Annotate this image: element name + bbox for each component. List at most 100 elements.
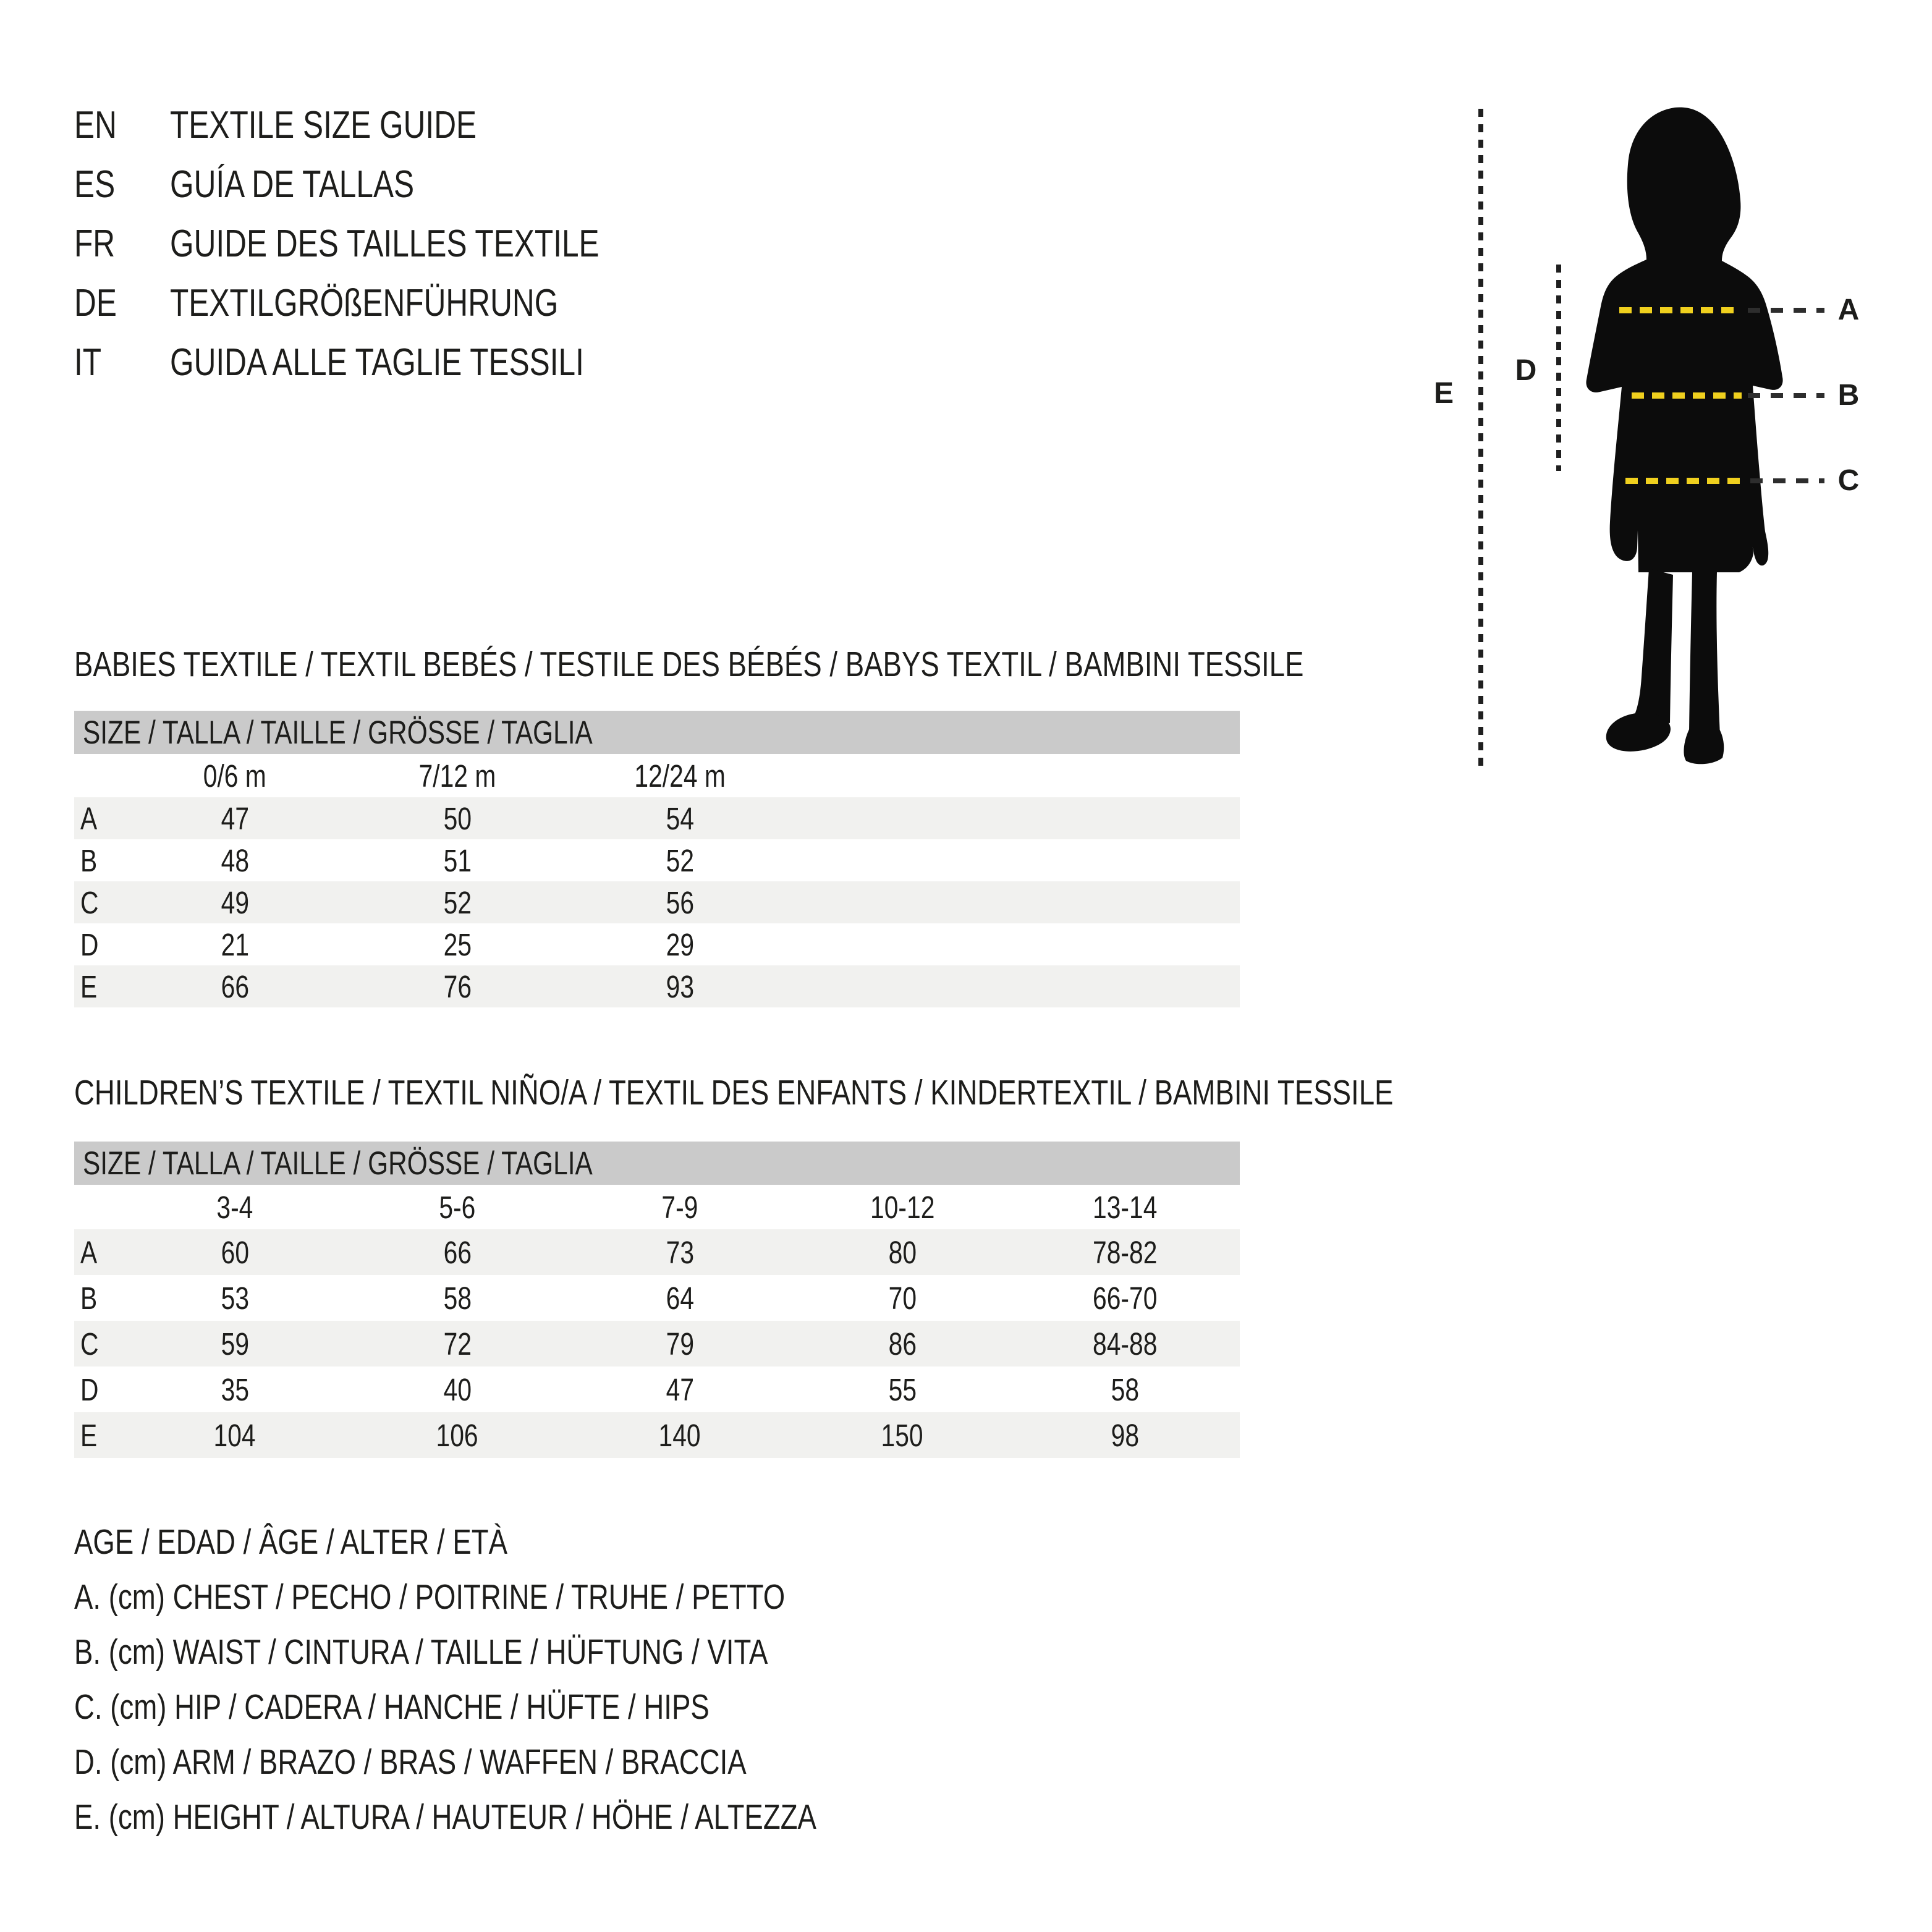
babies-row-b: B 48 51 52 bbox=[74, 839, 1240, 881]
cell-value: 104 bbox=[213, 1417, 256, 1453]
column-header: 12/24 m bbox=[634, 758, 726, 794]
row-letter: D bbox=[80, 1371, 99, 1407]
language-header: EN TEXTILE SIZE GUIDE ES GUÍA DE TALLAS … bbox=[74, 95, 706, 392]
legend-line-age: AGE / EDAD / ÂGE / ALTER / ETÀ bbox=[74, 1522, 508, 1562]
babies-row-d: D 21 25 29 bbox=[74, 923, 1240, 965]
legend-line-arm: D. (cm) ARM / BRAZO / BRAS / WAFFEN / BR… bbox=[74, 1742, 747, 1782]
cell-value: 72 bbox=[443, 1326, 472, 1362]
row-letter: C bbox=[80, 1326, 99, 1362]
cell-value: 59 bbox=[221, 1326, 249, 1362]
cell-value: 150 bbox=[881, 1417, 924, 1453]
cell-value: 73 bbox=[666, 1234, 694, 1270]
column-header: 7/12 m bbox=[418, 758, 496, 794]
row-letter: B bbox=[80, 842, 98, 878]
language-row-it: IT GUIDA ALLE TAGLIE TESSILI bbox=[74, 333, 706, 392]
waist-line-b-leader bbox=[1748, 393, 1824, 398]
children-row-d: D 35 40 47 55 58 bbox=[74, 1366, 1240, 1412]
cell-value: 55 bbox=[888, 1371, 917, 1407]
column-header: 0/6 m bbox=[203, 758, 267, 794]
child-silhouette-icon bbox=[1586, 107, 1783, 765]
cell-value: 93 bbox=[666, 968, 694, 1004]
cell-value: 52 bbox=[443, 884, 472, 920]
cell-value: 56 bbox=[666, 884, 694, 920]
cell-value: 64 bbox=[666, 1280, 694, 1316]
measurement-legend: AGE / EDAD / ÂGE / ALTER / ETÀ A. (cm) C… bbox=[74, 1514, 1002, 1844]
language-row-de: DE TEXTILGRÖßENFÜHRUNG bbox=[74, 273, 706, 333]
chest-line-a-yellow bbox=[1619, 307, 1742, 313]
cell-value: 47 bbox=[221, 800, 249, 836]
children-size-header-bar: SIZE / TALLA / TAILLE / GRÖSSE / TAGLIA bbox=[74, 1142, 1240, 1185]
cell-value: 66-70 bbox=[1092, 1280, 1158, 1316]
language-code: IT bbox=[74, 341, 102, 384]
children-row-a: A 60 66 73 80 78-82 bbox=[74, 1229, 1240, 1275]
guide-title-en: TEXTILE SIZE GUIDE bbox=[170, 103, 477, 146]
cell-value: 53 bbox=[221, 1280, 249, 1316]
children-table: SIZE / TALLA / TAILLE / GRÖSSE / TAGLIA … bbox=[74, 1142, 1240, 1458]
children-column-headers: 3-4 5-6 7-9 10-12 13-14 bbox=[74, 1185, 1240, 1229]
row-letter: A bbox=[80, 800, 98, 836]
babies-row-e: E 66 76 93 bbox=[74, 965, 1240, 1007]
chest-line-a-leader bbox=[1748, 308, 1824, 313]
cell-value: 35 bbox=[221, 1371, 249, 1407]
waist-line-b-yellow bbox=[1632, 392, 1742, 399]
measure-label-b: B bbox=[1837, 379, 1860, 412]
babies-row-a: A 47 50 54 bbox=[74, 797, 1240, 839]
arm-measure-line-d bbox=[1556, 265, 1561, 471]
height-measure-line-e bbox=[1478, 109, 1483, 771]
language-row-en: EN TEXTILE SIZE GUIDE bbox=[74, 95, 706, 155]
row-letter: E bbox=[80, 968, 98, 1004]
guide-title-fr: GUIDE DES TAILLES TEXTILE bbox=[170, 222, 600, 265]
hip-line-c-yellow bbox=[1625, 478, 1743, 484]
row-letter: A bbox=[80, 1234, 98, 1270]
measure-label-d: D bbox=[1515, 354, 1537, 387]
language-row-fr: FR GUIDE DES TAILLES TEXTILE bbox=[74, 214, 706, 273]
children-row-c: C 59 72 79 86 84-88 bbox=[74, 1321, 1240, 1366]
cell-value: 60 bbox=[221, 1234, 249, 1270]
column-header: 7-9 bbox=[661, 1189, 698, 1225]
legend-line-height: E. (cm) HEIGHT / ALTURA / HAUTEUR / HÖHE… bbox=[74, 1797, 816, 1837]
cell-value: 40 bbox=[443, 1371, 472, 1407]
cell-value: 98 bbox=[1111, 1417, 1139, 1453]
cell-value: 70 bbox=[888, 1280, 917, 1316]
cell-value: 21 bbox=[221, 926, 249, 962]
cell-value: 50 bbox=[443, 800, 472, 836]
babies-section-title: BABIES TEXTILE / TEXTIL BEBÉS / TESTILE … bbox=[74, 645, 1304, 684]
children-section-title: CHILDREN’S TEXTILE / TEXTIL NIÑO/A / TEX… bbox=[74, 1073, 1394, 1112]
cell-value: 54 bbox=[666, 800, 694, 836]
row-letter: B bbox=[80, 1280, 98, 1316]
babies-column-headers: 0/6 m 7/12 m 12/24 m bbox=[74, 754, 1240, 797]
cell-value: 49 bbox=[221, 884, 249, 920]
children-row-e: E 104 106 140 150 98 bbox=[74, 1412, 1240, 1458]
cell-value: 47 bbox=[666, 1371, 694, 1407]
measure-label-c: C bbox=[1837, 464, 1860, 497]
cell-value: 78-82 bbox=[1092, 1234, 1158, 1270]
legend-line-chest: A. (cm) CHEST / PECHO / POITRINE / TRUHE… bbox=[74, 1577, 786, 1617]
row-letter: E bbox=[80, 1417, 98, 1453]
row-letter: C bbox=[80, 884, 99, 920]
guide-title-de: TEXTILGRÖßENFÜHRUNG bbox=[170, 281, 559, 324]
cell-value: 25 bbox=[443, 926, 472, 962]
row-letter: D bbox=[80, 926, 99, 962]
legend-line-waist: B. (cm) WAIST / CINTURA / TAILLE / HÜFTU… bbox=[74, 1632, 768, 1672]
measure-label-e: E bbox=[1433, 377, 1454, 410]
column-header: 5-6 bbox=[439, 1189, 476, 1225]
column-header: 13-14 bbox=[1092, 1189, 1158, 1225]
cell-value: 140 bbox=[658, 1417, 701, 1453]
guide-title-it: GUIDA ALLE TAGLIE TESSILI bbox=[170, 341, 584, 384]
column-header: 10-12 bbox=[870, 1189, 935, 1225]
cell-value: 79 bbox=[666, 1326, 694, 1362]
language-code: DE bbox=[74, 281, 117, 324]
language-row-es: ES GUÍA DE TALLAS bbox=[74, 155, 706, 214]
column-header: 3-4 bbox=[216, 1189, 253, 1225]
babies-table: SIZE / TALLA / TAILLE / GRÖSSE / TAGLIA … bbox=[74, 711, 1240, 1007]
babies-row-c: C 49 52 56 bbox=[74, 881, 1240, 923]
measure-label-a: A bbox=[1837, 294, 1860, 326]
cell-value: 58 bbox=[443, 1280, 472, 1316]
cell-value: 52 bbox=[666, 842, 694, 878]
language-code: EN bbox=[74, 103, 117, 146]
babies-size-header-bar: SIZE / TALLA / TAILLE / GRÖSSE / TAGLIA bbox=[74, 711, 1240, 754]
cell-value: 66 bbox=[443, 1234, 472, 1270]
guide-title-es: GUÍA DE TALLAS bbox=[170, 163, 415, 206]
cell-value: 76 bbox=[443, 968, 472, 1004]
